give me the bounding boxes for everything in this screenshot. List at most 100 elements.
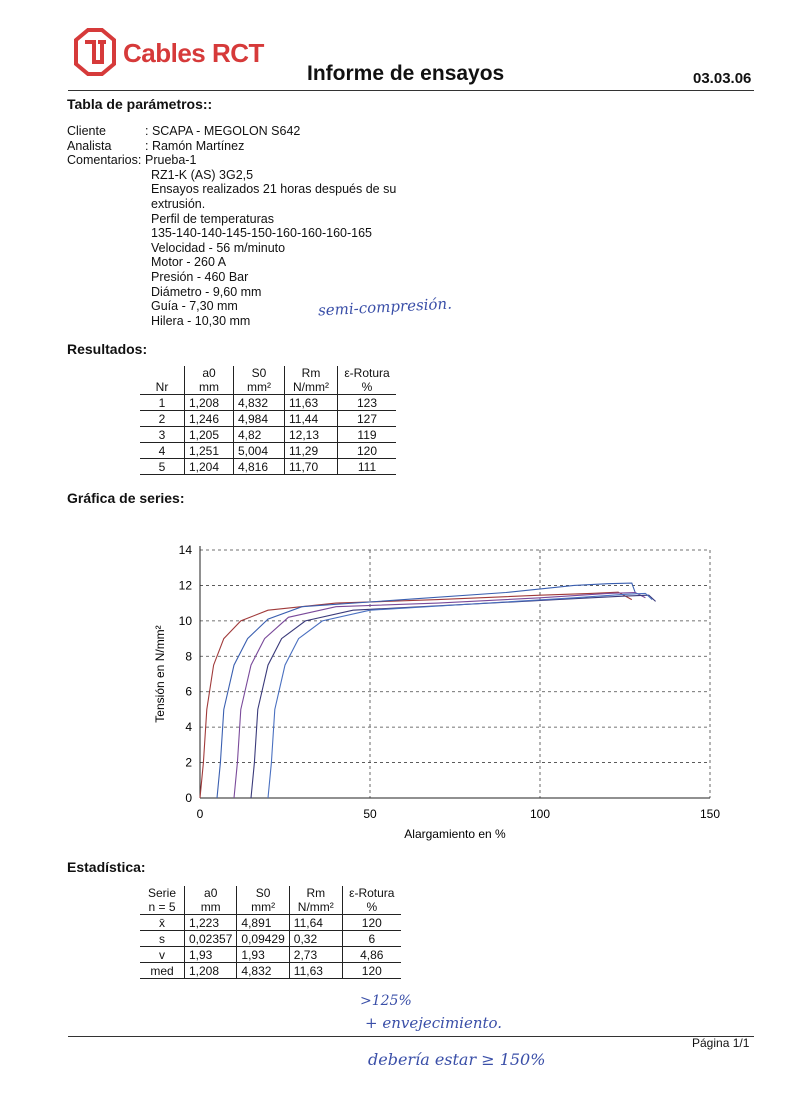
results-col-header: S0 mm²: [233, 366, 285, 395]
comment-line: 135-140-140-145-150-160-160-160-165: [151, 226, 373, 241]
results-cell: 3: [140, 426, 185, 443]
results-heading: Resultados:: [67, 341, 148, 357]
comment-line: Hilera - 10,30 mm: [151, 313, 251, 328]
comment-line: RZ1-K (AS) 3G2,5: [151, 167, 254, 182]
stats-row: med 1,208 4,832 11,63 120: [140, 962, 401, 979]
results-row: 1 1,208 4,832 11,63 123: [140, 394, 396, 411]
stats-heading: Estadística:: [67, 859, 146, 875]
results-cell: 11,63: [284, 394, 338, 411]
y-tick-label: 8: [185, 649, 192, 663]
results-header-row: Nr a0 mm S0 mm² Rm N/mm² ε-Rotura%: [140, 366, 396, 395]
results-row: 5 1,204 4,816 11,70 111: [140, 458, 396, 475]
results-table: Nr a0 mm S0 mm² Rm N/mm² ε-Rotura% 1 1,208 4,832 1…: [140, 366, 396, 475]
stats-cell: 1,93: [183, 946, 237, 963]
results-row: 2 1,246 4,984 11,44 127: [140, 410, 396, 427]
analyst-value: : Ramón Martínez: [145, 138, 245, 153]
results-cell: 1,204: [184, 458, 234, 475]
y-tick-label: 12: [179, 578, 193, 592]
comment-row: extrusión.: [67, 197, 487, 212]
analyst-label: Analista: [67, 138, 112, 153]
results-cell: 4,832: [233, 394, 285, 411]
series-line-5: [267, 592, 653, 799]
comment-line: Presión - 460 Bar: [151, 269, 249, 284]
series-line-2: [216, 582, 636, 799]
results-row: 3 1,205 4,82 12,13 119: [140, 426, 396, 443]
company-logo: Cables RCT: [70, 28, 270, 78]
comment-line: Motor - 260 A: [151, 255, 227, 270]
results-cell: 5,004: [233, 442, 285, 459]
report-date: 03.03.06: [693, 70, 752, 87]
stats-cell: 4,86: [341, 946, 401, 963]
client-value: : SCAPA - MEGOLON S642: [145, 124, 301, 138]
series-line-1: [199, 591, 633, 799]
y-axis-label: Tensión en N/mm²: [153, 625, 167, 722]
x-tick-label: 150: [700, 807, 720, 821]
results-cell: 127: [337, 410, 396, 427]
comment-line: Velocidad - 56 m/minuto: [151, 240, 286, 255]
stats-row: s 0,02357 0,09429 0,32 6: [140, 930, 401, 947]
results-cell: 11,29: [284, 442, 338, 459]
results-cell: 111: [337, 458, 396, 475]
results-cell: 1: [140, 394, 185, 411]
comment-row: Ensayos realizados 21 horas después de s…: [67, 182, 487, 197]
company-name: Cables RCT: [123, 38, 264, 68]
handwritten-note: >125%: [360, 993, 412, 1009]
stats-col-header: a0 mm: [183, 886, 237, 915]
stats-col-header: Serie n = 5: [140, 886, 185, 915]
results-cell: 1,246: [184, 410, 234, 427]
results-cell: 119: [337, 426, 396, 443]
stats-cell: 1,208: [183, 962, 237, 979]
stats-cell: v: [140, 946, 185, 963]
results-cell: 11,70: [284, 458, 338, 475]
comment-line: Ensayos realizados 21 horas después de s…: [151, 182, 397, 197]
client-label: Cliente: [67, 124, 106, 138]
handwritten-note: debería estar ≥ 150%: [368, 1050, 546, 1069]
results-cell: 1,251: [184, 442, 234, 459]
x-tick-label: 0: [197, 807, 204, 821]
results-cell: 12,13: [284, 426, 338, 443]
comment-row: Velocidad - 56 m/minuto: [67, 241, 487, 256]
stats-col-header: ε-Rotura%: [341, 886, 401, 915]
stats-col-header: Rm N/mm²: [288, 886, 343, 915]
param-row-comments: Comentarios: Prueba-1: [67, 153, 487, 168]
results-body: 1 1,208 4,832 11,63 123 2 1,246 4,984 11,44 127 3 1…: [140, 394, 396, 475]
x-tick-label: 100: [530, 807, 550, 821]
results-table-wrap: Nr a0 mm S0 mm² Rm N/mm² ε-Rotura% 1 1,208 4,832 1…: [140, 366, 396, 475]
params-block: Cliente : SCAPA - MEGOLON S642 Analista …: [67, 124, 487, 328]
results-cell: 1,205: [184, 426, 234, 443]
stats-cell: 120: [341, 962, 401, 979]
comment-row: Hilera - 10,30 mm: [67, 314, 487, 329]
comment-line: extrusión.: [151, 196, 206, 211]
stats-cell: 4,832: [236, 962, 290, 979]
comment-row: Motor - 260 A: [67, 255, 487, 270]
stats-body: x̄ 1,223 4,891 11,64 120 s 0,02357 0,09429 0,32 6…: [140, 914, 401, 979]
results-col-header: Rm N/mm²: [284, 366, 338, 395]
param-row-analyst: Analista : Ramón Martínez: [67, 139, 487, 154]
comment-row: RZ1-K (AS) 3G2,5: [67, 168, 487, 183]
report-title: Informe de ensayos: [307, 62, 505, 85]
comment-row: Guía - 7,30 mm: [67, 299, 487, 314]
stats-cell: 120: [341, 914, 401, 931]
results-cell: 120: [337, 442, 396, 459]
header-divider: [68, 90, 754, 91]
comment-line: Perfil de temperaturas: [151, 211, 274, 226]
stats-col-header: S0 mm²: [236, 886, 290, 915]
stress-strain-chart: 0 2 4 6 8 10 12 14 0 50 100 150 Alargamiento en % Ten…: [153, 543, 720, 841]
results-cell: 2: [140, 410, 185, 427]
footer-divider: [68, 1036, 754, 1037]
comment-row: Presión - 460 Bar: [67, 270, 487, 285]
stats-row: v 1,93 1,93 2,73 4,86: [140, 946, 401, 963]
results-cell: 4,984: [233, 410, 285, 427]
comment-line: Diámetro - 9,60 mm: [151, 284, 262, 299]
stats-cell: 4,891: [236, 914, 290, 931]
param-row-client: Cliente : SCAPA - MEGOLON S642: [67, 124, 487, 139]
results-cell: 4,82: [233, 426, 285, 443]
page-number: Página 1/1: [692, 1036, 750, 1050]
x-tick-label: 50: [363, 807, 377, 821]
comment-line: Prueba-1: [145, 153, 197, 168]
series-line-3: [233, 591, 646, 799]
handwritten-note: + envejecimiento.: [365, 1014, 503, 1032]
comment-row: Perfil de temperaturas: [67, 212, 487, 227]
y-tick-label: 14: [179, 543, 193, 557]
stats-cell: 2,73: [288, 946, 343, 963]
